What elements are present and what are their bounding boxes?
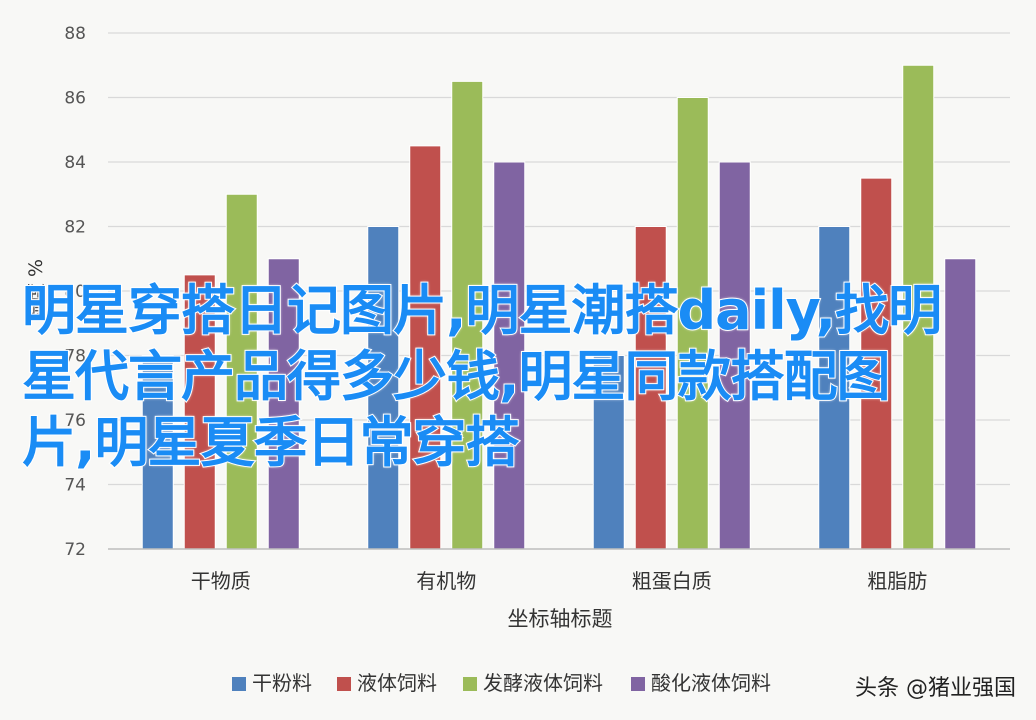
bar	[367, 226, 400, 550]
legend-swatch	[337, 677, 351, 691]
y-tick-label: 76	[64, 411, 86, 431]
y-tick-label: 74	[64, 476, 86, 496]
bar	[860, 177, 893, 550]
bar	[409, 145, 442, 550]
y-tick-label: 84	[64, 153, 86, 173]
bar	[718, 161, 751, 550]
x-axis-title: 坐标轴标题	[508, 607, 613, 631]
legend-label: 液体饲料	[357, 671, 437, 695]
x-category-label: 粗蛋白质	[632, 569, 712, 593]
y-tick-label: 72	[64, 540, 86, 560]
bar	[225, 193, 258, 550]
x-category-label: 干物质	[191, 569, 251, 593]
legend-label: 酸化液体饲料	[651, 671, 771, 695]
bar	[267, 258, 300, 550]
y-tick-label: 80	[64, 282, 86, 302]
bar	[902, 64, 935, 550]
bar	[493, 161, 526, 550]
y-axis-title: 湿度 %	[25, 259, 47, 321]
legend-swatch	[631, 677, 645, 691]
x-category-label: 有机物	[416, 569, 476, 593]
bar	[451, 80, 484, 550]
legend-label: 干粉料	[252, 671, 312, 695]
bar	[818, 226, 851, 550]
bar	[634, 226, 667, 550]
y-tick-label: 88	[64, 24, 86, 44]
bar	[676, 97, 709, 550]
legend-label: 发酵液体饲料	[483, 671, 603, 695]
y-tick-label: 78	[64, 347, 86, 367]
y-tick-label: 82	[64, 218, 86, 238]
y-tick-label: 86	[64, 89, 86, 109]
legend-swatch	[232, 677, 246, 691]
bar	[141, 355, 174, 550]
bar	[592, 355, 625, 550]
bar	[944, 258, 977, 550]
legend-swatch	[463, 677, 477, 691]
bar	[183, 274, 216, 550]
x-category-label: 粗脂肪	[867, 569, 927, 593]
